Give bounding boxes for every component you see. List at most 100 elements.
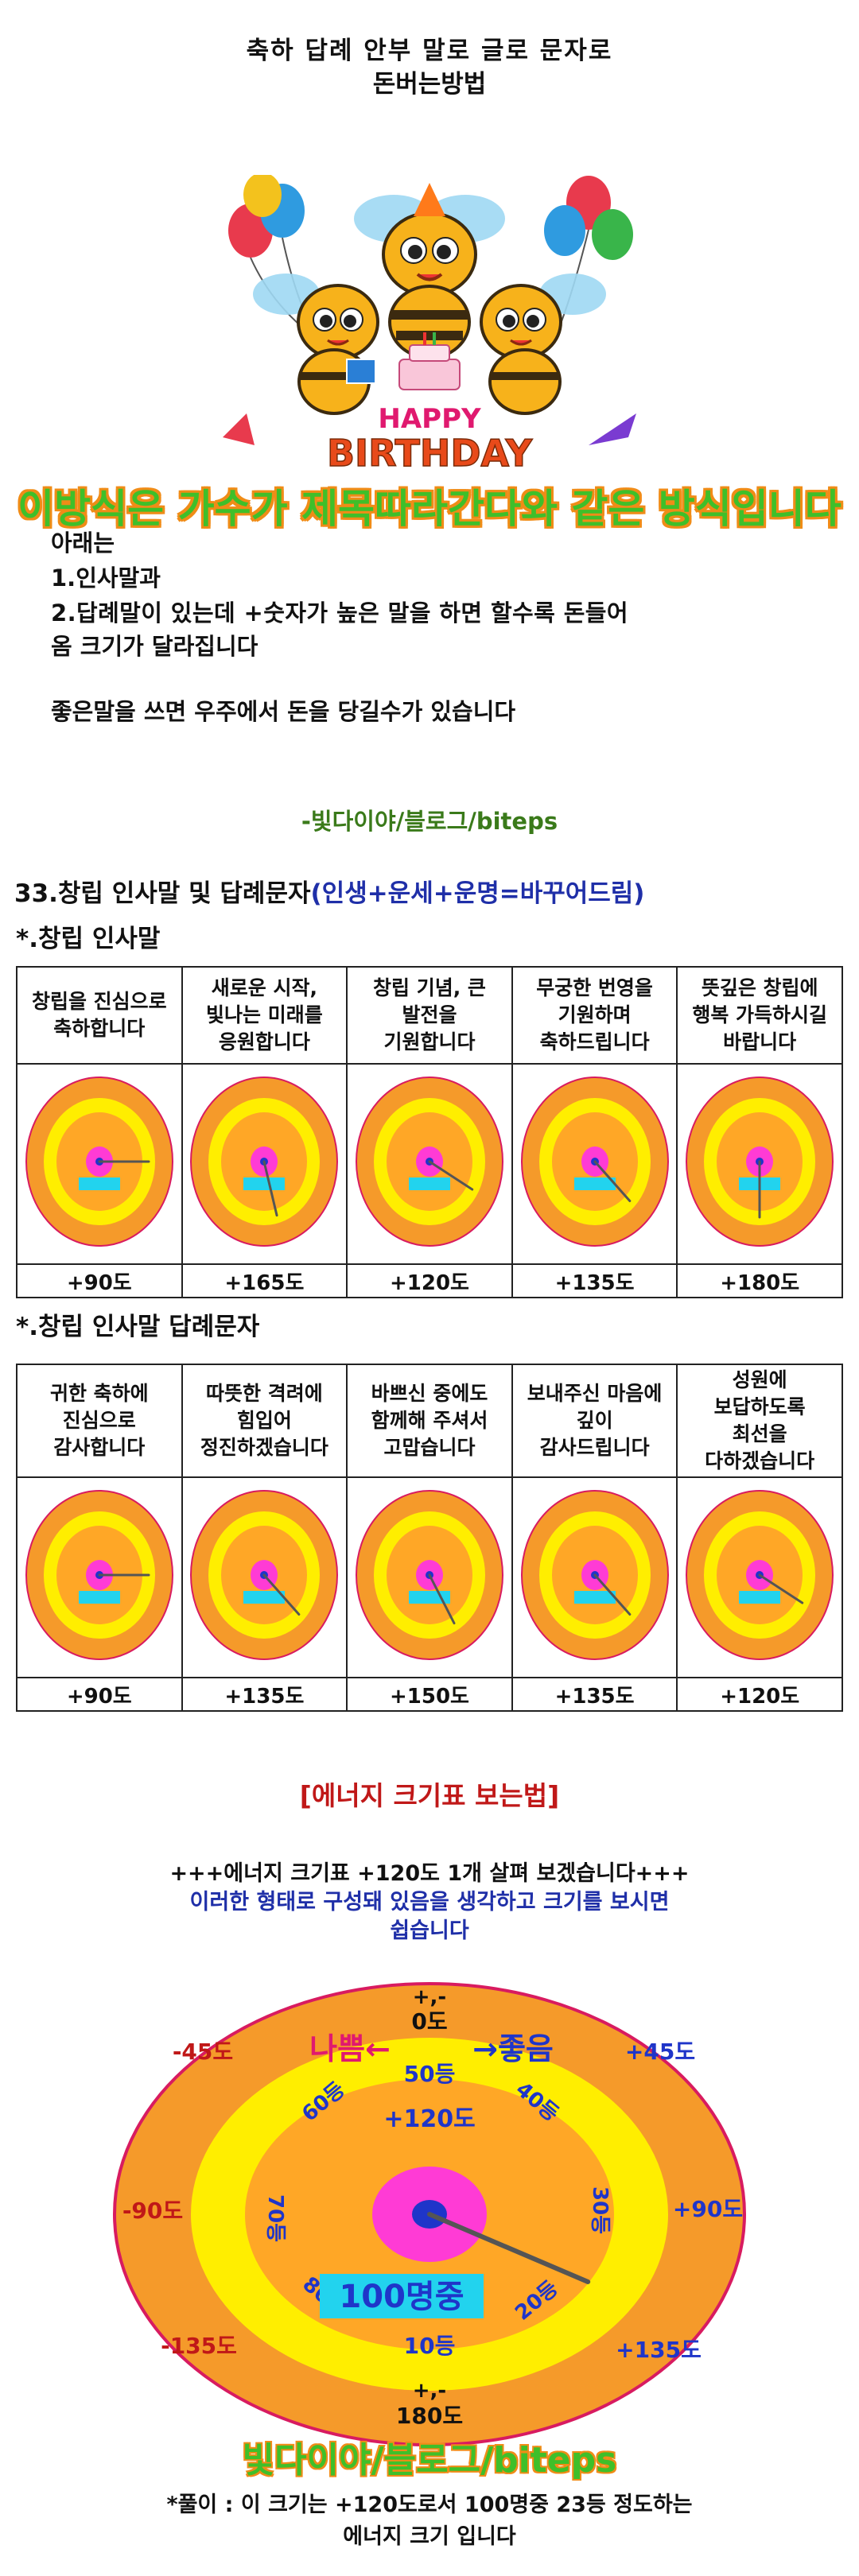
greeting-dial-cell [181,1063,348,1265]
dial-rank-50: 50등 [404,2061,456,2087]
section-title: 33.창립 인사말 및 답례문자(인생+운세+운명=바꾸어드림) [14,873,644,909]
footer-source: 빛다이야/블로그/biteps [242,2440,617,2481]
dial-needle [427,2212,591,2284]
section-title-sub: (인생+운세+운명=바꾸어드림) [310,879,645,908]
reply-degree: +135도 [511,1677,678,1712]
greeting-degree: +135도 [511,1263,678,1298]
dial-plus90: +90도 [673,2196,743,2222]
dial-good-label: →좋음 [472,2031,554,2066]
page-title-line2: 돈버는방법 [372,70,487,99]
section-title-main: 33.창립 인사말 및 답례문자 [14,879,311,908]
cake [398,332,461,390]
energy-dial [355,1490,503,1660]
reply-degree: +135도 [181,1677,348,1712]
mini-dial-box [243,1591,286,1604]
intro-line-3: 2.답례말이 있는데 +숫자가 높은 말을 하면 할수록 돈들어 [51,599,628,627]
energy-dial [25,1077,173,1247]
replies-heading: *.창립 인사말 답례문자 [16,1313,260,1341]
energy-dial [190,1077,339,1247]
note-line-2: 에너지 크기 입니다 [343,2524,516,2549]
mini-dial-box [78,1591,120,1604]
greetings-heading: *.창립 인사말 [16,925,161,953]
headline: 이방식은 가수가 제목따라간다와 같은 방식입니다 [17,486,842,532]
greeting-degree: +165도 [181,1263,348,1298]
reply-degree: +120도 [676,1677,843,1712]
bee-right [480,274,606,415]
replies-table: 귀한 축하에 진심으로 감사합니다 따뜻한 격려에 힘입어 정진하겠습니다 바쁘신 중에… [16,1364,843,1712]
greeting-dial-cell [511,1063,678,1265]
dial-bottom-pm: +,- [413,2379,446,2403]
greeting-text: 새로운 시작, 빛나는 미래를 응원합니다 [181,966,348,1065]
energy-dial [686,1490,834,1660]
greeting-text: 뜻깊은 창립에 행복 가득하시길 바랍니다 [676,966,843,1065]
energy-dial [355,1077,503,1247]
bees-birthday-illustration: HAPPY BIRTHDAY [223,175,636,475]
dial-rank-10: 10등 [404,2333,456,2359]
bee-center [354,183,505,359]
dial-minus135: -135도 [161,2333,237,2359]
dial-minus45: -45도 [173,2039,233,2065]
mini-dial-box [243,1177,286,1190]
reply-text: 귀한 축하에 진심으로 감사합니다 [16,1364,183,1478]
reply-text: 보내주신 마음에 깊이 감사드립니다 [511,1364,678,1478]
dial-center-label: +120도 [383,2105,475,2133]
dial-rank-70: 70등 [263,2194,287,2242]
energy-dial [520,1490,669,1660]
reply-dial-cell [346,1476,513,1678]
greeting-degree: +180도 [676,1263,843,1298]
mini-dial-box [739,1591,781,1604]
dial-box [320,2274,484,2318]
reply-dial-cell [511,1476,678,1678]
mini-dial-needle [428,1573,456,1625]
reply-text: 성원에 보답하도록 최선을 다하겠습니다 [676,1364,843,1478]
dial-bad-label: 나쁨← [309,2031,391,2066]
energy-dial [520,1077,669,1247]
party-horn-icon [589,413,636,445]
energy-line-3: 쉽습니다 [390,1918,469,1943]
greeting-text: 창립을 진심으로 축하합니다 [16,966,183,1065]
source-credit: -빛다이야/블로그/biteps [301,808,558,835]
birthday-text: BIRTHDAY [327,432,533,475]
energy-dial [686,1077,834,1247]
intro-line-4: 옴 크기가 달라집니다 [51,633,258,660]
greeting-dial-cell [676,1063,843,1265]
dial-top-pm: +,- [413,1985,446,2009]
intro-line-1: 아래는 [51,530,115,557]
reply-degree: +90도 [16,1677,183,1712]
greeting-dial-cell [346,1063,513,1265]
dial-minus90: -90도 [122,2198,183,2224]
reply-dial-cell [181,1476,348,1678]
energy-dial [25,1490,173,1660]
reply-text: 바쁘신 중에도 함께해 주셔서 고맙습니다 [346,1364,513,1478]
intro-line-5: 좋은말을 쓰면 우주에서 돈을 당길수가 있습니다 [51,698,516,725]
mini-dial-box [573,1591,616,1604]
mini-dial-box [78,1177,120,1190]
energy-line-1: +++에너지 크기표 +120도 1개 살펴 보겠습니다+++ [169,1861,690,1886]
bee-left [253,274,379,415]
mini-dial-needle [262,1573,301,1616]
dial-top-deg: 0도 [411,2008,447,2035]
reply-dial-cell [16,1476,183,1678]
mini-dial-box [408,1177,450,1190]
greeting-degree: +120도 [346,1263,513,1298]
reply-degree: +150도 [346,1677,513,1712]
mini-dial-needle [593,1573,631,1616]
mini-dial-needle [758,1573,804,1604]
mini-dial-needle [593,1160,631,1202]
party-popper-icon [223,413,255,445]
greeting-text: 창립 기념, 큰 발전을 기원합니다 [346,966,513,1065]
mini-dial-box [573,1177,616,1190]
greeting-degree: +90도 [16,1263,183,1298]
intro-line-2: 1.인사말과 [51,564,161,592]
mini-dial-needle [428,1160,474,1191]
energy-title: [에너지 크기표 보는법] [299,1780,560,1811]
greeting-dial-cell [16,1063,183,1265]
dial-box-label: 100명중 [339,2279,464,2315]
note-line-1: *풀이 : 이 크기는 +120도로서 100명중 23등 정도하는 [166,2493,693,2517]
greetings-table: 창립을 진심으로 축하합니다 새로운 시작, 빛나는 미래를 응원합니다 창립 기념,… [16,966,843,1298]
energy-line-2: 이러한 형태로 구성돼 있음을 생각하고 크기를 보시면 [189,1890,670,1915]
reply-text: 따뜻한 격려에 힘입어 정진하겠습니다 [181,1364,348,1478]
reply-dial-cell [676,1476,843,1678]
page-title-line1: 축하 답례 안부 말로 글로 문자로 [246,37,613,65]
mini-dial-needle [262,1160,278,1217]
